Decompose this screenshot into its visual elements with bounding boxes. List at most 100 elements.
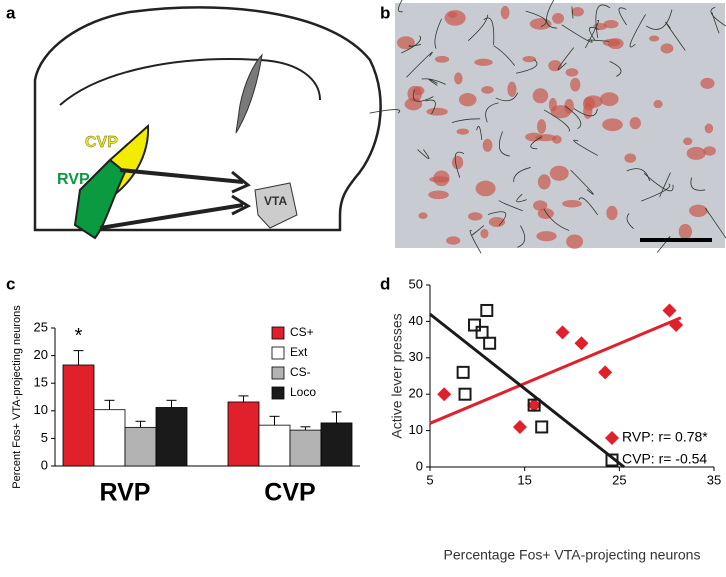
cell — [535, 134, 557, 142]
legend-swatch — [271, 386, 285, 400]
point — [669, 318, 684, 333]
bar — [155, 407, 188, 467]
y-axis-label: Percent Fos+ VTA-projecting neurons — [11, 305, 23, 489]
cell — [686, 146, 706, 160]
y-tick-label: 10 — [409, 422, 423, 437]
y-axis-label: Active lever presses — [389, 313, 405, 438]
cell — [454, 72, 463, 85]
fiber — [516, 193, 527, 203]
cell — [451, 155, 464, 170]
legend-label: CS+ — [290, 325, 314, 339]
cell — [522, 55, 536, 63]
fiber — [421, 78, 446, 85]
y-tick-label: 40 — [409, 313, 423, 328]
brain-diagram — [33, 6, 382, 240]
cell — [507, 81, 517, 97]
legend-label: RVP: r= 0.78* — [622, 429, 708, 445]
y-tick-label: 5 — [41, 430, 48, 445]
cell — [606, 205, 618, 221]
fiber — [710, 6, 726, 27]
fiber — [434, 18, 442, 49]
fiber — [495, 92, 519, 102]
point — [475, 325, 489, 339]
cell — [704, 123, 714, 134]
fiber — [487, 211, 507, 226]
x-tick-label: 15 — [517, 472, 531, 487]
fiber — [564, 105, 582, 130]
fiber — [513, 167, 531, 183]
micrograph — [395, 3, 725, 248]
fiber — [641, 183, 671, 202]
cell — [474, 58, 493, 66]
fiber — [483, 17, 495, 45]
fiber — [643, 173, 674, 192]
fiber — [665, 21, 686, 51]
cell — [629, 116, 641, 130]
fiber — [498, 200, 523, 212]
bar — [227, 401, 260, 467]
bar — [62, 364, 95, 467]
cell — [683, 137, 693, 146]
bar — [289, 429, 322, 467]
legend-label: Loco — [290, 385, 316, 399]
fiber — [530, 136, 542, 150]
cell — [678, 223, 693, 240]
cell — [549, 165, 569, 181]
legend-label: Ext — [290, 345, 308, 359]
panel-label: d — [380, 274, 390, 293]
fiber — [626, 168, 651, 182]
fiber — [398, 0, 403, 13]
annotation: * — [75, 325, 83, 347]
x-tick-label: RVP — [100, 479, 151, 507]
fiber — [369, 109, 401, 114]
fiber — [543, 109, 570, 132]
y-tick-label: 50 — [409, 276, 423, 291]
y-tick-label: 30 — [409, 349, 423, 364]
x-tick-label: 5 — [426, 472, 433, 487]
fiber — [543, 208, 570, 231]
cell — [482, 138, 493, 152]
cell — [689, 204, 708, 217]
legend-label: CVP: r= -0.54 — [622, 451, 707, 467]
cell — [433, 170, 450, 187]
point — [574, 336, 589, 351]
fiber — [626, 213, 634, 229]
fiber — [546, 0, 558, 29]
fiber — [412, 89, 434, 102]
fiber — [584, 19, 600, 49]
fiber — [587, 39, 609, 42]
panel-label: b — [380, 3, 390, 22]
diagram-label: RVP — [57, 171, 90, 188]
fiber — [517, 225, 526, 248]
point — [512, 419, 527, 434]
cell — [537, 174, 551, 190]
panel-label: c — [6, 274, 15, 293]
panel-label: a — [6, 3, 16, 22]
x-tick-label: 35 — [707, 472, 721, 487]
cell — [456, 128, 470, 135]
fiber — [485, 102, 499, 123]
cell — [550, 105, 571, 119]
cell — [426, 107, 448, 116]
point — [662, 303, 677, 318]
point — [555, 325, 570, 340]
cell — [602, 38, 621, 47]
cell — [565, 68, 579, 77]
fiber — [571, 6, 574, 19]
y-tick-label: 20 — [34, 347, 48, 362]
fiber — [705, 208, 726, 239]
cell — [583, 103, 593, 119]
cell — [458, 92, 477, 107]
point — [527, 398, 542, 413]
fiber — [573, 139, 599, 156]
point — [458, 387, 472, 401]
cell — [407, 85, 423, 102]
legend-label: CS- — [290, 365, 311, 379]
x-tick-label: 25 — [612, 472, 626, 487]
cell — [475, 180, 496, 197]
cell — [566, 234, 584, 249]
cell — [481, 86, 494, 94]
fiber — [471, 225, 485, 236]
fiber — [493, 45, 516, 66]
legend-swatch — [271, 326, 285, 340]
